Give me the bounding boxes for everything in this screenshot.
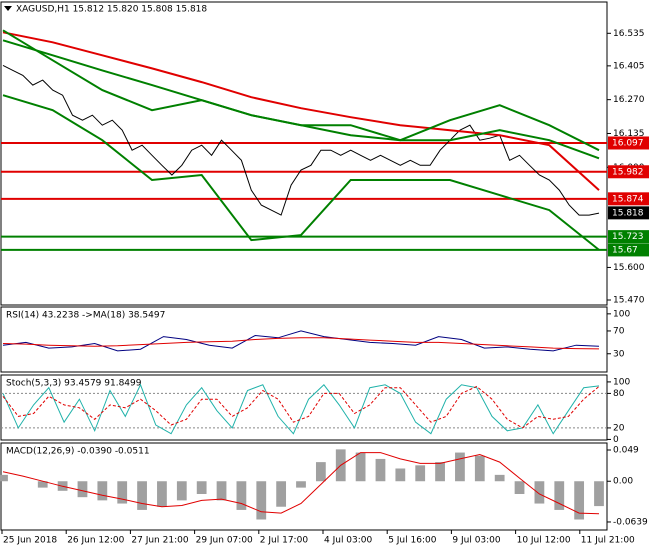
x-tick-label: 9 Jul 03:00 [452,536,501,546]
level-label: 15.874 [612,194,644,204]
histogram-bar [474,455,485,482]
y-tick-label: 15.470 [613,295,645,305]
level-label-box [608,165,649,179]
x-tick-label: 4 Jul 03:00 [324,536,373,546]
y-tick-label: 0 [613,435,619,445]
histogram-bar [216,481,227,501]
level-label: 15.982 [612,167,644,177]
histogram-bar [97,481,108,501]
histogram-bar [395,468,406,482]
indicator-line [2,29,600,152]
y-tick-label: 16.270 [613,95,645,105]
histogram-bar [435,462,445,482]
histogram-bar [37,481,48,488]
price-label-box [608,206,649,220]
y-tick-label: 70 [613,326,625,336]
y-tick-label: 0.00 [613,477,633,487]
x-tick-label: 2 Jul 17:00 [260,536,309,546]
y-tick-label: 20 [613,423,625,433]
histogram-bar [455,452,465,482]
histogram-bar [554,481,565,510]
x-tick-label: 29 Jun 07:00 [196,536,253,546]
indicator-line [2,31,600,191]
histogram-bar [375,458,386,482]
histogram-bar [514,481,525,494]
level-label-box [608,243,649,257]
histogram-bar [594,481,604,507]
y-tick-label: 30 [613,349,625,359]
histogram-bar [196,481,207,494]
histogram-bar [157,481,167,507]
histogram-bar [137,481,147,510]
panel-frame [0,442,608,531]
y-tick-label: 100 [613,309,630,319]
histogram-bar [0,474,8,482]
panel-title: RSI(14) 43.2238 ->MA(18) 38.5497 [6,311,165,321]
y-tick-label: 100 [613,377,630,387]
histogram-bar [256,481,267,520]
menu-icon[interactable] [4,6,12,11]
y-tick-label: 15.600 [613,263,645,273]
histogram-bar [534,481,545,504]
panel-title: XAGUSD,H1 15.812 15.820 15.808 15.818 [16,5,207,15]
panel-title: Stoch(5,3,3) 93.4579 91.8499 [6,379,142,389]
histogram-bar [77,481,88,498]
x-tick-label: 25 Jun 2018 [3,536,57,546]
level-label-box [608,230,649,244]
y-tick-label: 0.049 [613,446,639,456]
histogram-bar [296,481,306,488]
panel-title: MACD(12,26,9) -0.0390 -0.0511 [6,447,150,457]
y-tick-label: 16.535 [613,29,645,39]
x-tick-label: 5 Jul 16:00 [388,536,437,546]
price-label: 15.818 [612,208,644,218]
indicator-line [2,452,600,515]
y-tick-label: 80 [613,389,625,399]
panel-frame [0,374,608,441]
x-tick-label: 27 Jun 21:00 [131,536,188,546]
y-tick-label: 16.135 [613,129,645,139]
x-tick-label: 11 Jul 21:00 [581,536,635,546]
histogram-bar [236,481,247,510]
indicator-line [2,385,600,429]
histogram-bar [574,481,585,520]
x-tick-label: 10 Jul 12:00 [517,536,571,546]
histogram-bar [176,481,187,501]
histogram-bar [415,465,426,482]
level-label: 15.67 [612,245,638,255]
histogram-bar [315,462,326,482]
histogram-bar [494,474,505,482]
indicator-line [2,383,600,435]
y-tick-label: -0.0639 [613,517,648,527]
histogram-bar [355,452,366,482]
y-tick-label: 16.405 [613,61,645,71]
x-tick-label: 26 Jun 12:00 [67,536,124,546]
indicator-line [2,94,600,251]
panel-frame [0,1,608,306]
level-label: 16.097 [612,138,644,148]
histogram-bar [117,481,128,504]
level-label-box [608,136,649,150]
indicator-line [2,337,600,350]
histogram-bar [276,481,287,507]
panel-frame [0,306,608,373]
level-label-box [608,192,649,206]
level-label: 15.723 [612,232,644,242]
